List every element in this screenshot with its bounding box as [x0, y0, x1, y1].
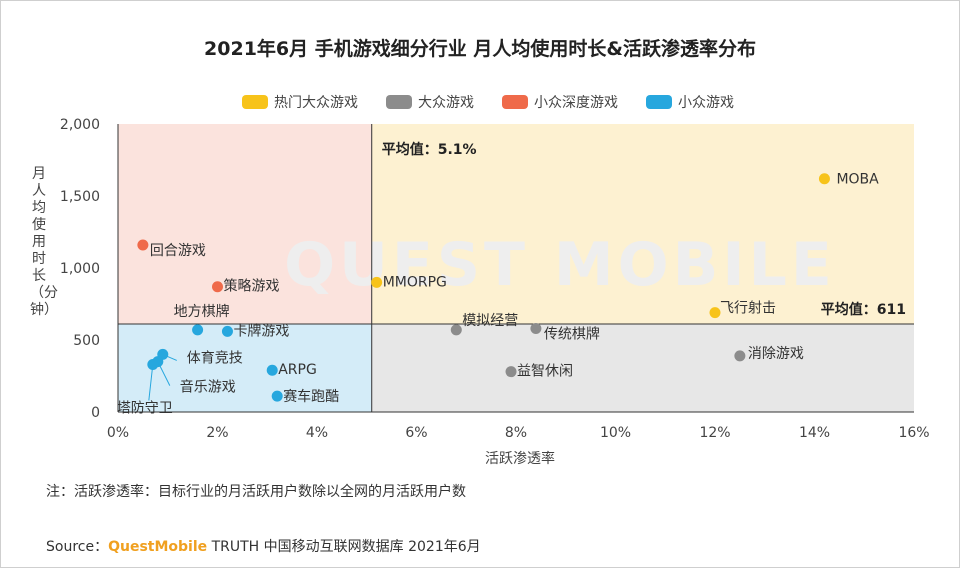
- legend-label: 小众深度游戏: [534, 95, 618, 111]
- data-point-label: 回合游戏: [150, 243, 206, 259]
- x-tick-label: 12%: [699, 425, 730, 441]
- legend-label: 大众游戏: [418, 95, 474, 111]
- y-tick-label: 1,000: [60, 261, 100, 277]
- data-point: [212, 281, 223, 293]
- legend-item: 大众游戏: [386, 92, 474, 112]
- data-point: [266, 364, 278, 376]
- x-axis-label: 活跃渗透率: [485, 450, 555, 467]
- source-prefix: Source：: [46, 539, 109, 555]
- label-leader-line: [148, 364, 154, 401]
- x-average-label: 平均值：5.1%: [382, 141, 477, 158]
- data-point-label: 体育竞技: [187, 349, 243, 366]
- y-tick-label: 2,000: [60, 117, 100, 133]
- x-tick-label: 6%: [405, 425, 427, 441]
- data-point-label: MMORPG: [383, 274, 447, 290]
- data-point-label: 模拟经营: [462, 313, 518, 329]
- legend-swatch: [242, 95, 268, 109]
- x-tick-label: 10%: [600, 425, 631, 441]
- data-point: [192, 324, 204, 336]
- quadrant-top-left: [118, 124, 372, 325]
- legend-swatch: [646, 95, 672, 109]
- data-point: [450, 324, 462, 336]
- x-tick-label: 16%: [898, 425, 929, 441]
- quadrant-bottom-right: [371, 324, 915, 412]
- quadrant-backgrounds: [118, 124, 915, 412]
- source-suffix: TRUTH 中国移动互联网数据库 2021年6月: [207, 539, 481, 555]
- legend: 热门大众游戏 大众游戏 小众深度游戏 小众游戏: [242, 92, 762, 112]
- source-line: Source：QuestMobile TRUTH 中国移动互联网数据库 2021…: [46, 536, 481, 556]
- data-point: [147, 358, 159, 370]
- legend-item: 热门大众游戏: [242, 92, 358, 112]
- data-point-label: 塔防守卫: [117, 400, 173, 416]
- y-tick-label: 500: [73, 333, 100, 349]
- x-tick-label: 8%: [505, 425, 527, 441]
- axes: 0% 2% 4% 6% 8% 10% 12% 14% 16% 0 500 1,000 1,500 2,00…: [60, 117, 930, 441]
- data-point-label: 消除游戏: [748, 346, 804, 362]
- data-point: [818, 173, 830, 185]
- data-point-label: 传统棋牌: [544, 325, 600, 342]
- x-tick-label: 0%: [107, 425, 129, 441]
- data-point-label: 地方棋牌: [174, 303, 230, 320]
- data-point-label: 飞行射击: [720, 301, 776, 317]
- data-point-label: 卡牌游戏: [233, 322, 289, 339]
- x-tick-label: 2%: [206, 425, 228, 441]
- data-point: [709, 307, 721, 319]
- x-tick-label: 14%: [799, 425, 830, 441]
- y-average-label: 平均值：611: [821, 301, 906, 318]
- y-tick-label: 0: [91, 405, 100, 421]
- data-point: [271, 390, 283, 402]
- legend-item: 小众深度游戏: [502, 92, 618, 112]
- data-point-label: 赛车跑酷: [283, 388, 339, 405]
- data-point-label: 益智休闲: [517, 364, 573, 380]
- data-point: [530, 322, 542, 334]
- data-point: [137, 239, 149, 251]
- y-tick-label: 1,500: [60, 189, 100, 205]
- data-point-label: ARPG: [278, 362, 317, 378]
- legend-label: 热门大众游戏: [274, 95, 358, 111]
- x-tick-label: 4%: [306, 425, 328, 441]
- footnote: 注：活跃渗透率：目标行业的月活跃用户数除以全网的月活跃用户数: [46, 484, 466, 500]
- legend-item: 小众游戏: [646, 92, 734, 112]
- legend-swatch: [502, 95, 528, 109]
- quadrant-top-right: [371, 124, 915, 325]
- data-point: [371, 276, 383, 288]
- source-brand: QuestMobile: [108, 539, 208, 555]
- data-point: [734, 350, 746, 362]
- data-point-label: 策略游戏: [224, 278, 280, 295]
- data-point: [505, 366, 517, 378]
- data-point: [221, 325, 233, 337]
- legend-swatch: [386, 95, 412, 109]
- quadrant-bottom-left: [118, 324, 372, 412]
- legend-label: 小众游戏: [678, 95, 734, 111]
- data-point-label: 音乐游戏: [180, 379, 236, 396]
- chart-title: 2021年6月 手机游戏细分行业 月人均使用时长&活跃渗透率分布: [204, 38, 756, 60]
- average-lines: 平均值：5.1% 平均值：611: [118, 124, 914, 412]
- watermark: QUEST MOBILE: [284, 230, 836, 300]
- data-point-label: MOBA: [836, 172, 879, 188]
